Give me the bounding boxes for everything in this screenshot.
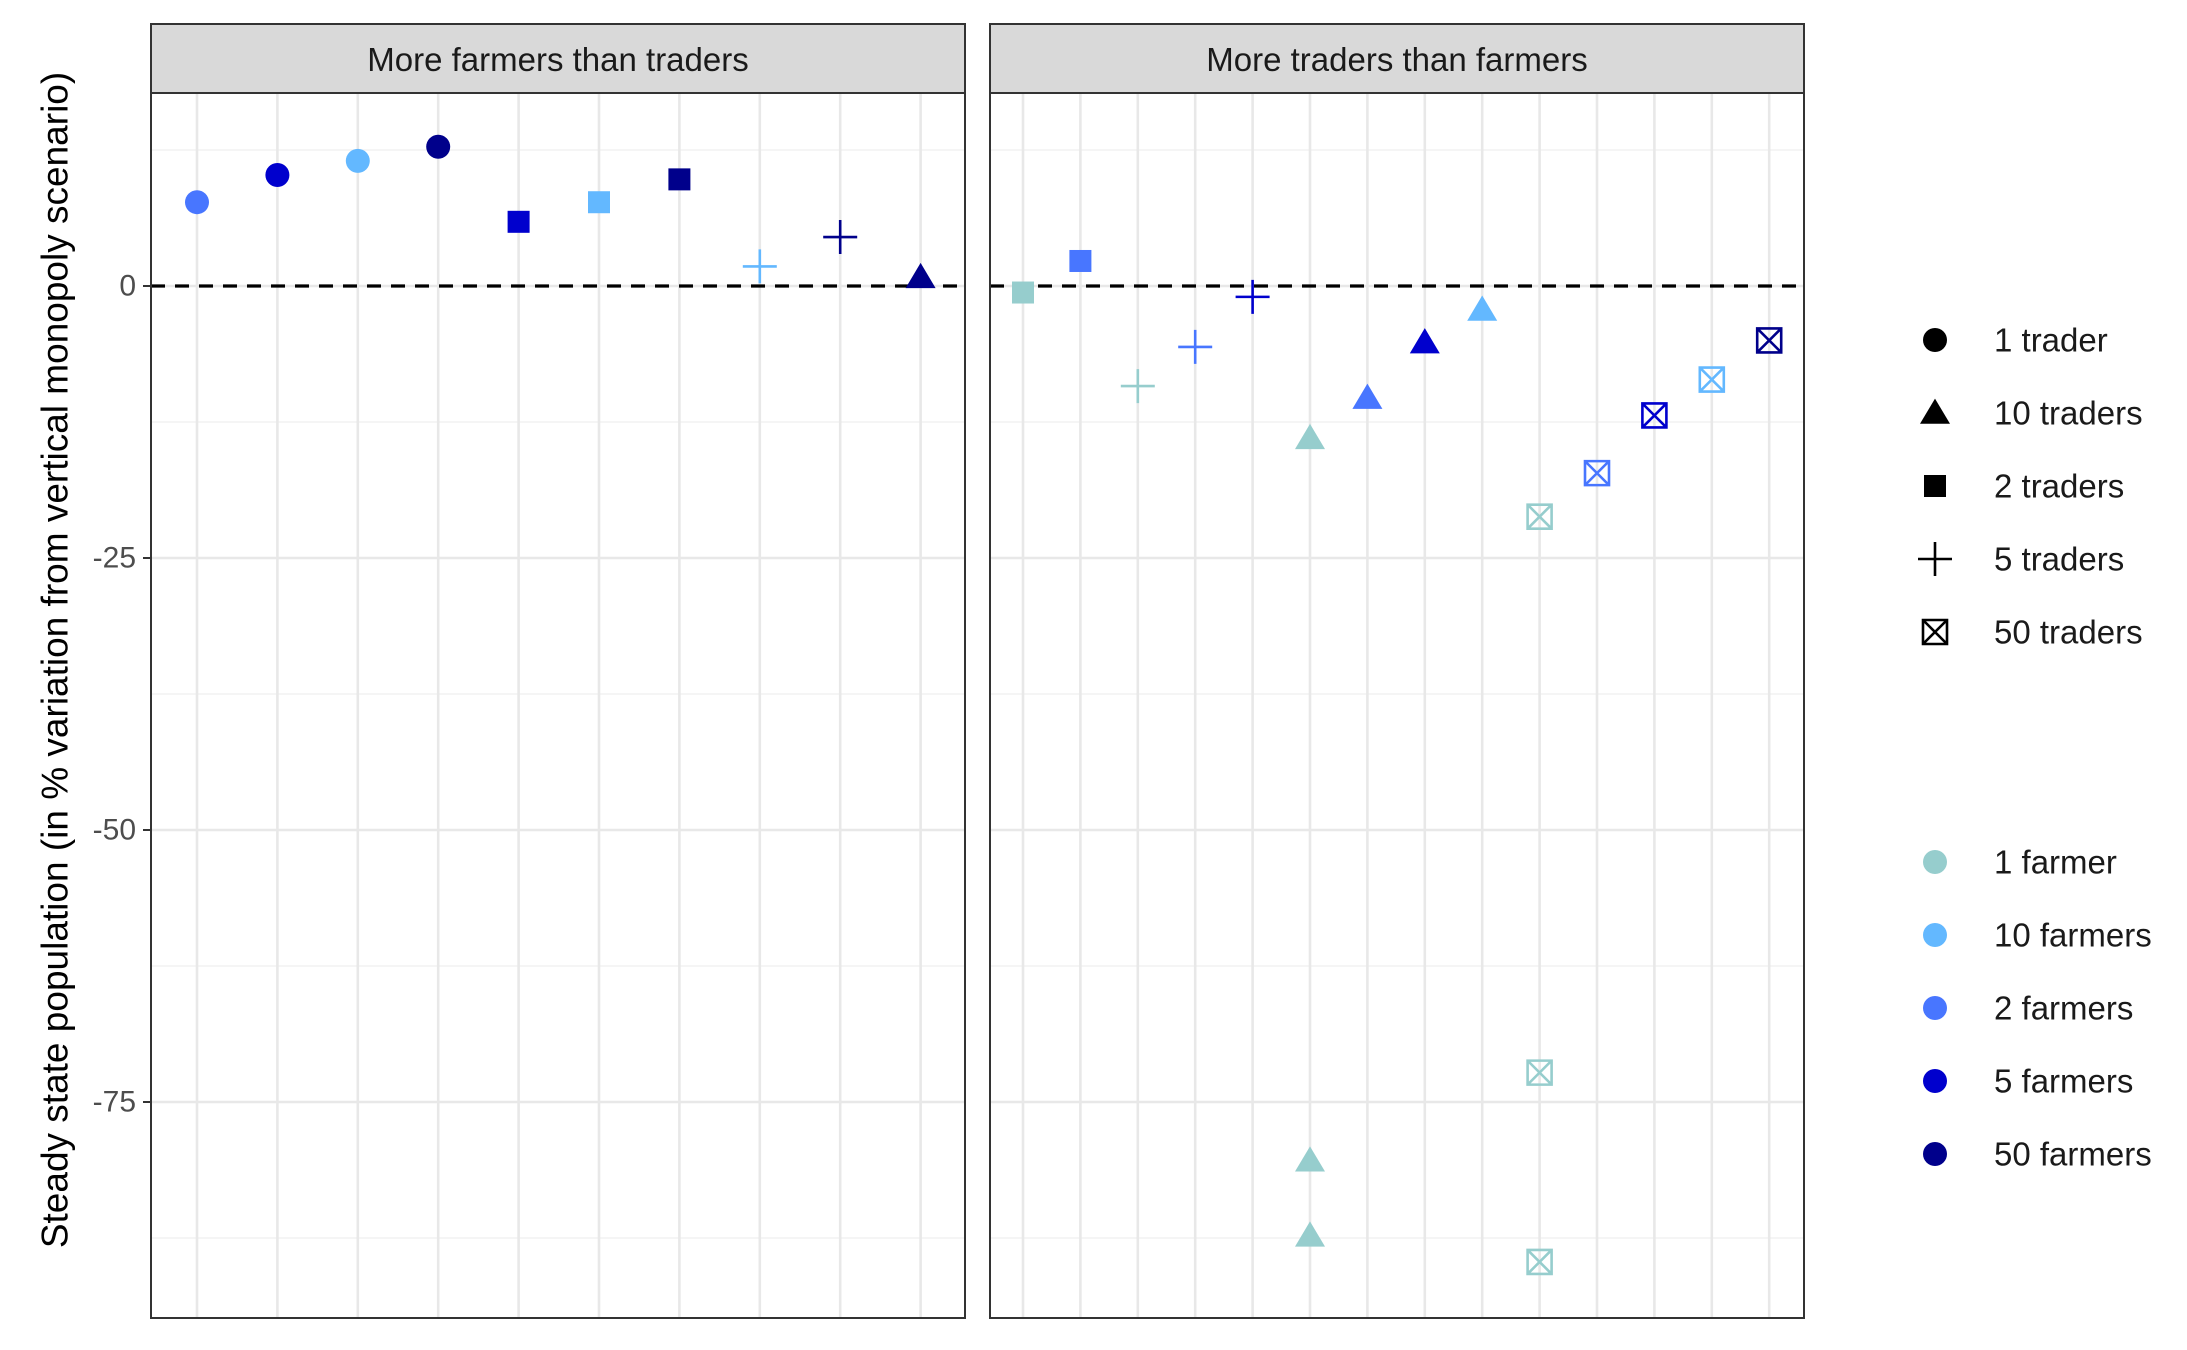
legend-item: 1 farmer	[1923, 844, 2117, 881]
legend-item: 50 farmers	[1923, 1136, 2152, 1173]
data-point	[668, 168, 691, 191]
panel-1: More farmers than traders	[150, 23, 966, 1319]
data-point	[1409, 328, 1440, 354]
panel-background	[151, 93, 965, 1318]
panel-background	[990, 93, 1804, 1318]
data-point	[1583, 459, 1611, 487]
y-tick-label: -50	[93, 814, 136, 847]
legend-item: 5 traders	[1918, 541, 2124, 578]
panel-border	[150, 92, 966, 1319]
legend-key	[1923, 1069, 1947, 1093]
legend-key	[1923, 1142, 1947, 1166]
y-tick-label: 0	[119, 270, 136, 303]
panel-title: More traders than farmers	[1206, 41, 1587, 78]
legend-label: 10 traders	[1994, 395, 2143, 432]
data-point	[823, 220, 858, 255]
y-axis: 0 -25 -50 -75	[93, 270, 151, 1119]
y-axis-label: Steady state population (in % variation …	[35, 72, 76, 1248]
shape-legend: 1 trader 10 traders 2 traders 5 traders 50 t…	[1918, 322, 2143, 651]
gridlines	[990, 93, 1804, 1318]
legend-label: 5 farmers	[1994, 1063, 2133, 1100]
data-point	[265, 163, 290, 188]
color-legend: 1 farmer 10 farmers 2 farmers 5 farmers 50 f…	[1923, 844, 2152, 1173]
legend-item: 50 traders	[1921, 614, 2143, 651]
legend-label: 50 traders	[1994, 614, 2143, 651]
legend-key	[1920, 398, 1950, 424]
panels: More farmers than traders More traders th…	[150, 23, 1805, 1319]
y-tick-label: -75	[93, 1086, 136, 1119]
legend-label: 1 trader	[1994, 322, 2108, 359]
legend-label: 10 farmers	[1994, 917, 2152, 954]
data-point	[1641, 402, 1668, 429]
legend-item: 2 farmers	[1923, 990, 2133, 1027]
panel-strip	[150, 23, 966, 94]
data-point	[1352, 383, 1383, 409]
data-point	[1295, 1221, 1325, 1247]
data-points	[185, 134, 936, 289]
data-point	[1178, 329, 1213, 364]
data-point	[588, 191, 610, 214]
legend-key	[1923, 923, 1947, 947]
data-points	[1012, 249, 1783, 1276]
data-point	[1755, 327, 1783, 354]
y-tick-label: -25	[93, 542, 136, 575]
data-point	[1120, 369, 1155, 404]
legend-item: 2 traders	[1924, 468, 2124, 505]
legend-label: 2 farmers	[1994, 990, 2133, 1027]
data-point	[1698, 366, 1726, 393]
legend-item: 10 traders	[1920, 395, 2143, 432]
legend: 1 trader 10 traders 2 traders 5 traders 50 t…	[1918, 322, 2152, 1173]
data-point	[1526, 1059, 1553, 1086]
data-point	[1012, 281, 1034, 304]
data-point	[1526, 503, 1553, 530]
legend-label: 5 traders	[1994, 541, 2124, 578]
data-point	[507, 210, 530, 233]
data-point	[1295, 423, 1325, 450]
legend-item: 5 farmers	[1923, 1063, 2133, 1100]
legend-key	[1923, 328, 1947, 352]
data-point	[345, 148, 370, 173]
data-point	[742, 249, 777, 284]
legend-item: 10 farmers	[1923, 917, 2152, 954]
legend-key	[1921, 618, 1949, 646]
legend-key	[1923, 996, 1947, 1020]
data-point	[1069, 249, 1092, 272]
legend-label: 2 traders	[1994, 468, 2124, 505]
data-point	[1295, 1146, 1325, 1172]
legend-key	[1924, 475, 1946, 497]
data-point	[1235, 279, 1270, 314]
data-point	[905, 262, 936, 289]
data-point	[185, 190, 209, 215]
legend-label: 50 farmers	[1994, 1136, 2152, 1173]
data-point	[426, 134, 451, 159]
panel-title: More farmers than traders	[367, 41, 748, 78]
legend-key	[1918, 542, 1952, 576]
legend-label: 1 farmer	[1994, 844, 2117, 881]
panel-border	[989, 92, 1805, 1319]
data-point	[1526, 1248, 1553, 1276]
panel-2: More traders than farmers	[989, 23, 1805, 1319]
legend-item: 1 trader	[1923, 322, 2108, 359]
data-point	[1467, 295, 1498, 321]
legend-key	[1923, 850, 1947, 874]
